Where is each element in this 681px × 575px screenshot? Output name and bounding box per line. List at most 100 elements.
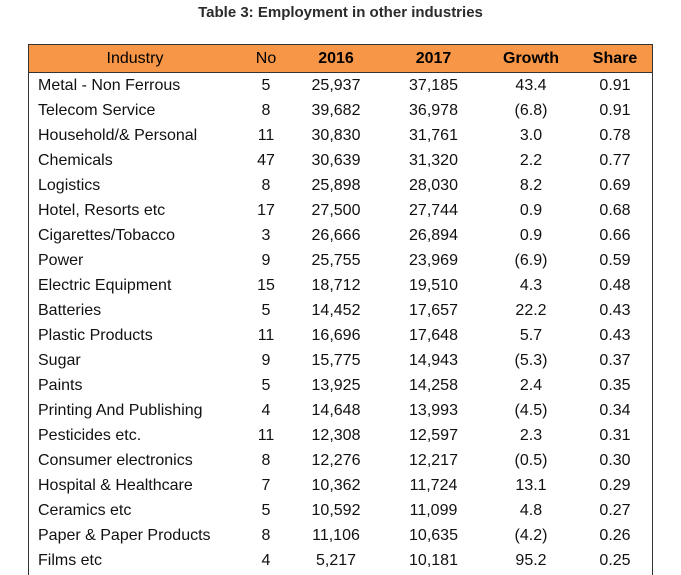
- cell-industry: Paper & Paper Products: [38, 526, 211, 544]
- table-header-row: Industry No 2016 2017 Growth Share: [29, 45, 652, 73]
- cell-no: 11: [257, 326, 275, 344]
- cell-2017: 31,761: [409, 126, 458, 144]
- header-industry: Industry: [29, 45, 241, 73]
- cell-2017: 12,217: [409, 451, 458, 469]
- cell-no: 8: [261, 101, 271, 119]
- cell-share: 0.66: [599, 226, 631, 244]
- cell-2016: 14,648: [311, 401, 361, 419]
- cell-2016: 10,592: [311, 501, 361, 519]
- employment-table-container: Industry No 2016 2017 Growth Share Metal…: [28, 44, 653, 575]
- cell-2016: 25,937: [311, 76, 361, 94]
- cell-2016: 39,682: [311, 101, 361, 119]
- cell-industry: Films etc: [38, 551, 102, 569]
- table-row: Hotel, Resorts etc 17 27,500 27,744 0.9 0.68: [29, 198, 652, 223]
- cell-2016: 11,106: [312, 526, 360, 544]
- cell-2017: 31,320: [409, 151, 458, 169]
- cell-no: 8: [261, 451, 271, 469]
- cell-no: 5: [261, 301, 271, 319]
- cell-growth: 5.7: [519, 326, 543, 344]
- cell-growth: 2.3: [519, 426, 543, 444]
- cell-no: 7: [261, 476, 271, 494]
- cell-2017: 36,978: [409, 101, 458, 119]
- cell-2017: 11,099: [409, 501, 458, 519]
- cell-no: 5: [261, 376, 271, 394]
- cell-industry: Electric Equipment: [38, 276, 172, 294]
- table-row: Chemicals 47 30,639 31,320 2.2 0.77: [29, 148, 652, 173]
- cell-share: 0.59: [599, 251, 631, 269]
- cell-industry: Household/& Personal: [38, 126, 198, 144]
- cell-2017: 11,724: [409, 476, 458, 494]
- cell-growth: 8.2: [519, 176, 543, 194]
- cell-share: 0.37: [599, 351, 631, 369]
- cell-share: 0.25: [599, 551, 631, 569]
- cell-2016: 10,362: [311, 476, 361, 494]
- cell-2017: 23,969: [409, 251, 458, 269]
- cell-2017: 26,894: [409, 226, 458, 244]
- cell-no: 15: [257, 276, 275, 294]
- cell-no: 3: [261, 226, 271, 244]
- table-row: Sugar 9 15,775 14,943 (5.3) 0.37: [29, 348, 652, 373]
- cell-2016: 5,217: [315, 551, 357, 569]
- cell-2017: 37,185: [409, 76, 458, 94]
- cell-growth: (4.5): [514, 401, 548, 419]
- cell-growth: 4.8: [519, 501, 543, 519]
- cell-2017: 10,181: [409, 551, 458, 569]
- cell-2016: 18,712: [311, 276, 361, 294]
- table-row: Printing And Publishing 4 14,648 13,993 (4.5…: [29, 398, 652, 423]
- table-row: Films etc 4 5,217 10,181 95.2 0.25: [29, 548, 652, 573]
- cell-share: 0.27: [599, 501, 631, 519]
- cell-share: 0.30: [599, 451, 631, 469]
- cell-2016: 12,308: [311, 426, 361, 444]
- cell-no: 4: [261, 551, 271, 569]
- cell-growth: (6.8): [514, 101, 548, 119]
- cell-industry: Consumer electronics: [38, 451, 193, 469]
- cell-no: 9: [261, 251, 271, 269]
- cell-growth: 43.4: [515, 76, 547, 94]
- cell-2016: 12,276: [311, 451, 361, 469]
- cell-no: 5: [261, 501, 271, 519]
- cell-no: 5: [261, 76, 271, 94]
- cell-no: 11: [257, 426, 275, 444]
- cell-no: 17: [257, 201, 275, 219]
- cell-no: 11: [257, 126, 275, 144]
- cell-growth: 13.1: [515, 476, 547, 494]
- table-row: Paper & Paper Products 8 11,106 10,635 (4.2)…: [29, 523, 652, 548]
- cell-growth: 3.0: [519, 126, 543, 144]
- cell-2016: 26,666: [311, 226, 361, 244]
- cell-2016: 14,452: [311, 301, 361, 319]
- cell-no: 47: [257, 151, 275, 169]
- cell-share: 0.31: [599, 426, 631, 444]
- cell-industry: Pesticides etc.: [38, 426, 142, 444]
- cell-2016: 25,898: [311, 176, 361, 194]
- cell-2017: 12,597: [409, 426, 458, 444]
- cell-growth: (6.9): [514, 251, 548, 269]
- table-row: Electric Equipment 15 18,712 19,510 4.3 0.48: [29, 273, 652, 298]
- cell-share: 0.78: [599, 126, 631, 144]
- cell-growth: 0.9: [519, 201, 543, 219]
- cell-industry: Sugar: [38, 351, 81, 369]
- cell-2016: 27,500: [311, 201, 361, 219]
- table-row: Plastic Products 11 16,696 17,648 5.7 0.43: [29, 323, 652, 348]
- table-caption: Table 3: Employment in other industries: [198, 4, 483, 21]
- header-share: Share: [576, 45, 652, 73]
- cell-2017: 14,258: [409, 376, 458, 394]
- cell-2017: 17,648: [409, 326, 458, 344]
- cell-2017: 17,657: [409, 301, 458, 319]
- cell-growth: 0.9: [519, 226, 543, 244]
- cell-2016: 25,755: [311, 251, 361, 269]
- cell-industry: Paints: [38, 376, 83, 394]
- table-row: Cigarettes/Tobacco 3 26,666 26,894 0.9 0.66: [29, 223, 652, 248]
- header-growth: Growth: [486, 45, 576, 73]
- cell-industry: Plastic Products: [38, 326, 153, 344]
- header-2017: 2017: [381, 45, 486, 73]
- cell-industry: Chemicals: [38, 151, 113, 169]
- cell-2016: 16,696: [311, 326, 361, 344]
- cell-2016: 30,830: [311, 126, 361, 144]
- cell-growth: (5.3): [514, 351, 548, 369]
- cell-share: 0.43: [599, 326, 631, 344]
- cell-growth: 2.4: [519, 376, 543, 394]
- table-row: Logistics 8 25,898 28,030 8.2 0.69: [29, 173, 652, 198]
- table-row: Household/& Personal 11 30,830 31,761 3.0 0.7…: [29, 123, 652, 148]
- table-row: Telecom Service 8 39,682 36,978 (6.8) 0.91: [29, 98, 652, 123]
- table-row: Pesticides etc. 11 12,308 12,597 2.3 0.31: [29, 423, 652, 448]
